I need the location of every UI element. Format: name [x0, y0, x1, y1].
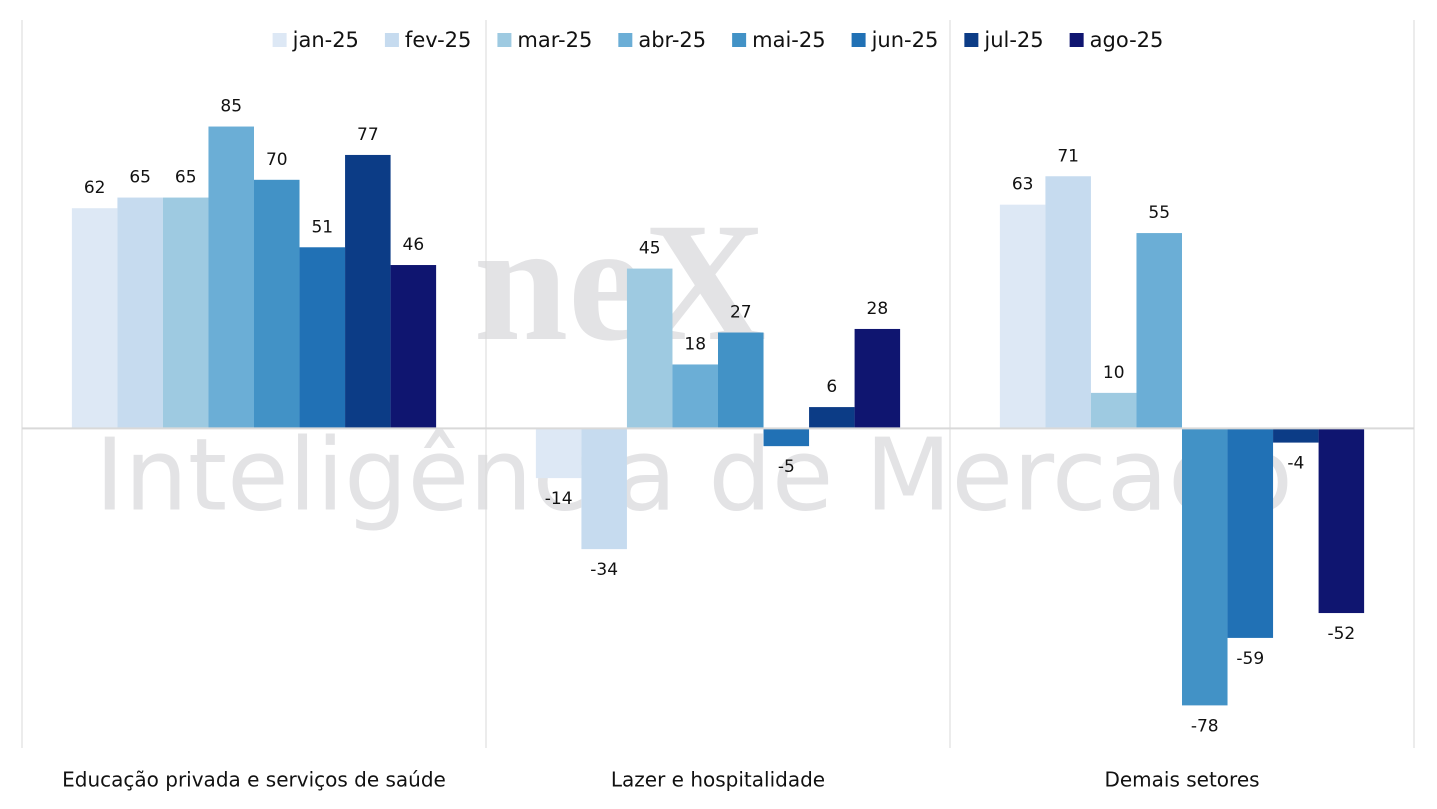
legend-label: jul-25	[983, 28, 1043, 52]
bar	[763, 428, 810, 447]
bar	[117, 197, 163, 429]
legend-swatch	[497, 33, 512, 47]
data-label: 70	[266, 150, 288, 170]
data-label: 27	[730, 303, 752, 323]
bar	[1273, 428, 1319, 443]
bar	[854, 328, 901, 429]
data-label: 46	[403, 235, 425, 255]
bar	[1045, 176, 1091, 429]
data-label: 63	[1012, 175, 1034, 195]
legend-label: fev-25	[405, 28, 471, 52]
bar	[208, 126, 254, 429]
data-label: 77	[357, 125, 379, 145]
data-label: 65	[175, 168, 197, 188]
data-label: 6	[826, 377, 837, 397]
legend-label: abr-25	[638, 28, 706, 52]
bar	[1090, 392, 1137, 429]
bar	[390, 265, 437, 429]
legend-swatch	[272, 33, 287, 47]
data-label: 85	[220, 97, 242, 117]
data-label: -5	[778, 457, 795, 477]
x-tick-label: Demais setores	[1104, 768, 1259, 792]
data-label: -52	[1327, 624, 1355, 644]
data-label: -34	[590, 560, 618, 580]
data-label: 71	[1057, 146, 1079, 166]
data-label: 65	[129, 168, 151, 188]
bar	[626, 268, 673, 429]
legend-label: mar-25	[517, 28, 592, 52]
bar	[581, 428, 627, 550]
legend-swatch	[384, 33, 399, 47]
data-label: -14	[545, 489, 573, 509]
bar	[1227, 428, 1274, 638]
data-label: 51	[311, 217, 333, 237]
bar	[718, 332, 764, 429]
bar	[71, 208, 118, 429]
data-label: 55	[1148, 203, 1170, 223]
data-label: -78	[1191, 716, 1219, 736]
legend-label: mai-25	[752, 28, 825, 52]
legend-label: ago-25	[1090, 28, 1164, 52]
bar	[672, 364, 718, 429]
bar	[1182, 428, 1228, 706]
bar	[1136, 233, 1182, 429]
legend-label: jan-25	[292, 28, 359, 52]
bar	[1318, 428, 1365, 614]
legend-swatch	[851, 33, 866, 47]
bar	[809, 407, 855, 429]
watermark-logo: neX	[474, 188, 767, 376]
data-label: -59	[1236, 649, 1264, 669]
legend-swatch	[964, 33, 979, 47]
x-tick-label: Lazer e hospitalidade	[611, 768, 825, 792]
x-tick-label: Educação privada e serviços de saúde	[62, 768, 446, 792]
bar	[162, 197, 209, 429]
data-label: -4	[1287, 454, 1304, 474]
bar	[299, 247, 346, 429]
data-label: 62	[84, 178, 106, 198]
bar	[345, 154, 391, 429]
data-label: 28	[867, 299, 889, 319]
bar	[535, 428, 582, 479]
bar	[254, 179, 300, 429]
data-label: 18	[684, 334, 706, 354]
watermark-text: Inteligência de Mercado	[95, 416, 1293, 533]
legend-swatch	[1069, 33, 1084, 47]
data-label: 10	[1103, 363, 1125, 383]
data-label: 45	[639, 239, 661, 259]
legend-swatch	[732, 33, 747, 47]
legend-label: jun-25	[871, 28, 939, 52]
bar	[999, 204, 1046, 429]
legend-swatch	[618, 33, 633, 47]
